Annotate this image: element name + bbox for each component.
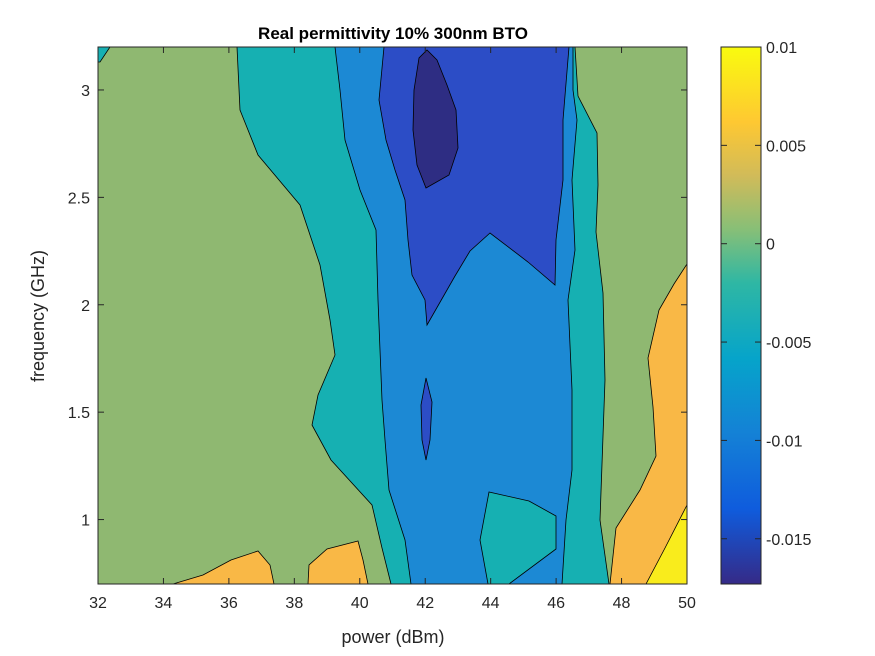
plot-area	[98, 47, 687, 584]
colorbar-tick-label: -0.01	[766, 433, 803, 450]
colorbar-tick-label: -0.015	[766, 532, 811, 549]
x-axis-label: power (dBm)	[341, 627, 444, 647]
colorbar-gradient	[720, 46, 762, 585]
contour-region-yellow	[645, 504, 687, 584]
colorbar-tick-label: 0.01	[766, 40, 797, 57]
y-tick-label: 2	[81, 298, 90, 315]
colorbar-tick-label: 0.005	[766, 138, 806, 155]
chart-title: Real permittivity 10% 300nm BTO	[258, 24, 528, 43]
y-axis-label: frequency (GHz)	[28, 250, 48, 382]
x-tick-label: 32	[89, 595, 107, 612]
y-tick-label: 3	[81, 83, 90, 100]
x-tick-label: 42	[416, 595, 434, 612]
plot-frame	[97, 46, 688, 585]
colorbar: 0.01 0.005 0 -0.005 -0.01 -0.015	[720, 40, 811, 585]
y-axis: 1 1.5 2 2.5 3	[68, 83, 687, 530]
colorbar-tick-label: 0	[766, 237, 775, 254]
contour-region-corner	[98, 47, 111, 63]
contour-region-cyan-inset	[479, 491, 557, 584]
x-tick-label: 50	[678, 595, 696, 612]
x-axis: 32 34 36 38 40 42 44 46 48 50	[89, 47, 696, 612]
x-tick-label: 40	[351, 595, 369, 612]
contour-region-orange-right	[609, 263, 687, 584]
y-tick-label: 1	[81, 513, 90, 530]
colorbar-ticks: 0.01 0.005 0 -0.005 -0.01 -0.015	[721, 40, 811, 549]
x-tick-label: 48	[613, 595, 631, 612]
x-tick-label: 34	[155, 595, 173, 612]
colorbar-tick-label: -0.005	[766, 335, 811, 352]
contour-region-pocket	[420, 377, 433, 461]
contour-region-orange-2	[307, 540, 369, 584]
x-tick-label: 46	[547, 595, 565, 612]
x-tick-label: 38	[285, 595, 303, 612]
contour-region-deepest	[412, 49, 459, 189]
y-tick-label: 1.5	[68, 405, 90, 422]
contour-region-orange-1	[172, 550, 275, 584]
y-tick-label: 2.5	[68, 190, 90, 207]
x-tick-label: 44	[482, 595, 500, 612]
x-tick-label: 36	[220, 595, 238, 612]
